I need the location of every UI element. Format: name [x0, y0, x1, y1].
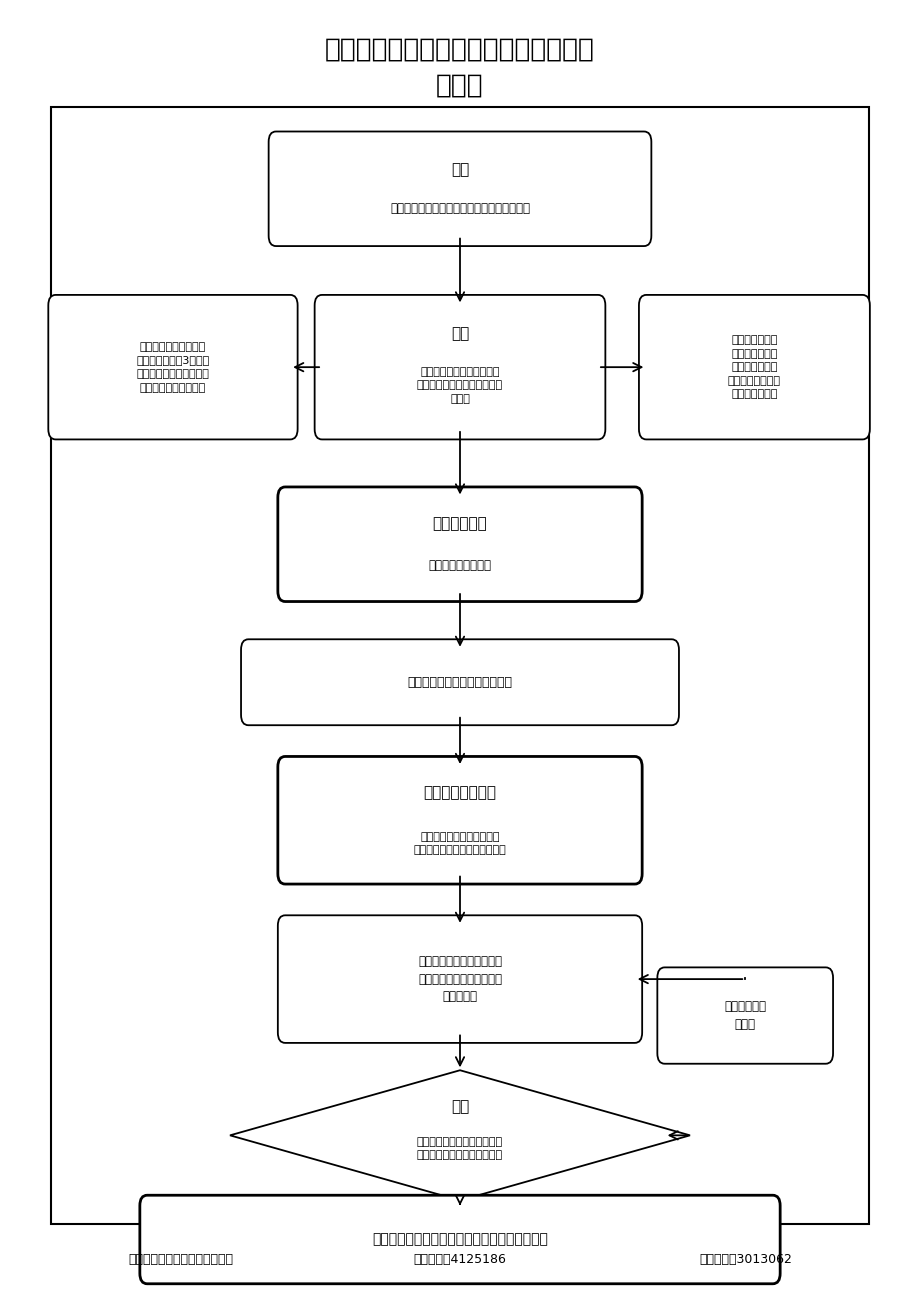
FancyBboxPatch shape [241, 639, 678, 725]
Text: 监督电话：3013062: 监督电话：3013062 [698, 1253, 791, 1266]
FancyBboxPatch shape [278, 487, 641, 602]
Text: 根据《人防空工程建设项目
规划设计条件》进行方案、
施工图设计: 根据《人防空工程建设项目 规划设计条件》进行方案、 施工图设计 [417, 956, 502, 1003]
Text: 申请: 申请 [450, 161, 469, 177]
Text: 行政审批人员当场对材料进
行初审，符合条件的出具受理
通知书: 行政审批人员当场对材料进 行初审，符合条件的出具受理 通知书 [416, 367, 503, 404]
FancyBboxPatch shape [140, 1195, 779, 1284]
Text: 根据蚌埠市人民防空专项规
划，出具规划设计条件通知书。: 根据蚌埠市人民防空专项规 划，出具规划设计条件通知书。 [414, 832, 505, 855]
Text: 同步修建审批: 同步修建审批 [432, 516, 487, 531]
Text: 设计和审图资质证书、施工图
审查合格证、质量监督联系单: 设计和审图资质证书、施工图 审查合格证、质量监督联系单 [416, 1137, 503, 1160]
Text: 受理: 受理 [450, 326, 469, 341]
FancyBboxPatch shape [268, 132, 651, 246]
FancyBboxPatch shape [656, 967, 833, 1064]
FancyBboxPatch shape [314, 296, 605, 440]
Text: 服务电话：4125186: 服务电话：4125186 [414, 1253, 505, 1266]
Text: 填写人防工程建设意见书申请表: 填写人防工程建设意见书申请表 [407, 676, 512, 689]
Text: 新建民用建筑防空地下室同步修建审批: 新建民用建筑防空地下室同步修建审批 [324, 36, 595, 62]
Text: 申请人向市行政服务中心人防办窗口提交材料: 申请人向市行政服务中心人防办窗口提交材料 [390, 202, 529, 215]
Text: 核发《安徽省民用建筑防空地下室建设意见书》: 核发《安徽省民用建筑防空地下室建设意见书》 [371, 1233, 548, 1246]
Polygon shape [230, 1070, 689, 1200]
FancyBboxPatch shape [638, 296, 869, 440]
Text: 审查: 审查 [450, 1099, 469, 1115]
Text: 流程图: 流程图 [436, 73, 483, 99]
Text: 承办机构：市人防办行政审批科: 承办机构：市人防办行政审批科 [129, 1253, 233, 1266]
Text: （应建防空地下室）: （应建防空地下室） [428, 559, 491, 572]
Text: 不属于许可范畴
或不属于本机关
职权范围的，不
予受理，出具《不
予受理通知书》: 不属于许可范畴 或不属于本机关 职权范围的，不 予受理，出具《不 予受理通知书》 [727, 335, 780, 400]
Text: 材料不齐或不符合法定
形式的当场或者3个工作
日内返还材料，发放一次
性《补正材料告知单》: 材料不齐或不符合法定 形式的当场或者3个工作 日内返还材料，发放一次 性《补正材… [136, 341, 210, 393]
FancyBboxPatch shape [278, 756, 641, 884]
FancyBboxPatch shape [48, 296, 298, 440]
Text: 审查不合格退
回修改: 审查不合格退 回修改 [723, 1000, 766, 1031]
Text: 签发规划设计条件: 签发规划设计条件 [423, 785, 496, 801]
FancyBboxPatch shape [51, 107, 868, 1224]
FancyBboxPatch shape [278, 915, 641, 1043]
